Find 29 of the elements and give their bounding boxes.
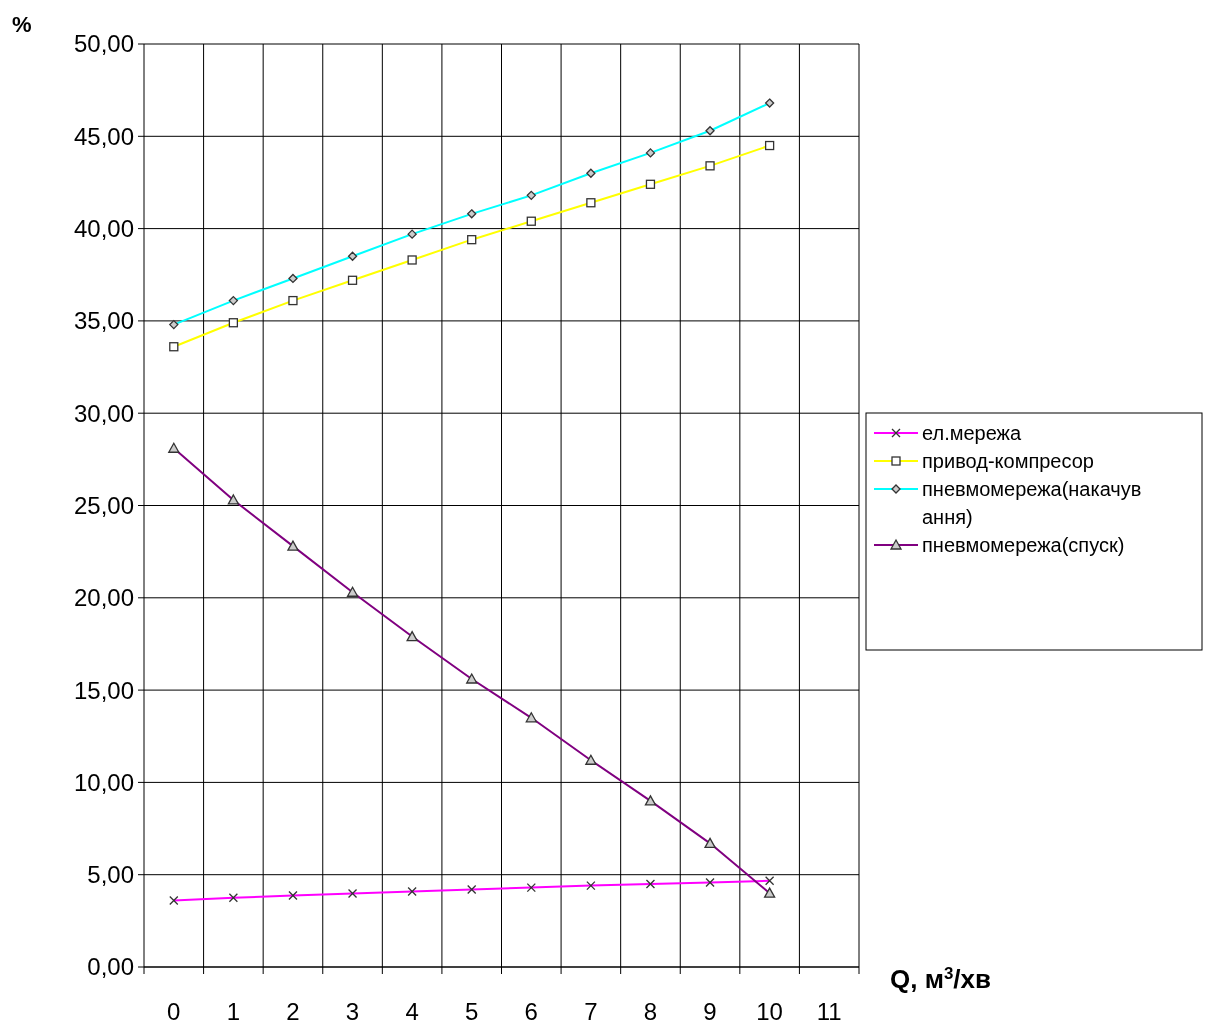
x-tick-label: 7 (584, 998, 598, 1025)
x-tick-label: 2 (286, 998, 300, 1025)
x-tick-label: 4 (405, 998, 419, 1025)
y-axis-title: % (12, 12, 32, 37)
x-tick-label: 3 (345, 998, 360, 1025)
x-tick-label: 6 (524, 998, 538, 1025)
x-tick-label: 8 (643, 998, 658, 1025)
legend-label: ел.мережа (922, 422, 1022, 444)
y-tick-label: 35,00 (73, 307, 134, 335)
x-tick-label: 1 (226, 998, 241, 1025)
legend-label: пневмомережа(спуск) (922, 534, 1125, 556)
legend-label: привод-компресор (922, 450, 1094, 472)
x-tick-label: 11 (816, 998, 842, 1025)
y-tick-label: 0,00 (87, 953, 134, 981)
y-tick-label: 50,00 (73, 30, 134, 58)
y-tick-label: 40,00 (73, 215, 134, 242)
x-tick-label: 5 (465, 998, 479, 1025)
x-tick-label: 0 (167, 998, 181, 1025)
x-tick-label: 10 (756, 998, 783, 1025)
y-tick-label: 30,00 (73, 399, 134, 427)
x-axis-title: Q, м$^{3}$/хв (890, 963, 991, 994)
y-tick-label: 45,00 (73, 122, 134, 150)
legend-label: пневмомережа(накачування) (922, 478, 1142, 528)
y-tick-label: 5,00 (87, 861, 134, 889)
y-tick-label: 10,00 (73, 768, 134, 796)
y-tick-label: 25,00 (73, 491, 134, 519)
y-tick-label: 15,00 (73, 676, 134, 704)
y-tick-label: 20,00 (73, 584, 134, 612)
x-tick-label: 9 (703, 998, 717, 1025)
